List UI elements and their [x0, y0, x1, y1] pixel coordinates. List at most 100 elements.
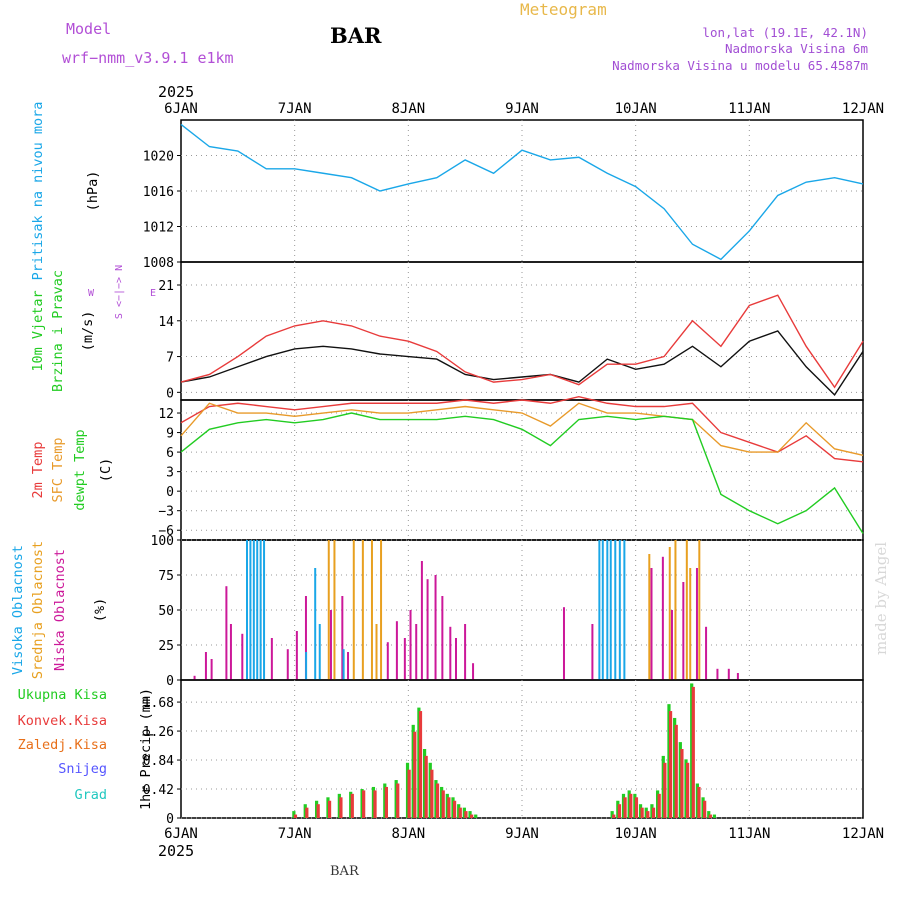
y-tick-label: −3 — [158, 505, 174, 520]
model-name: wrf−nmm_v3.9.1 e1km — [62, 49, 234, 67]
y-tick-label: 1020 — [143, 150, 174, 165]
time-tick-label: 8JAN — [391, 101, 425, 117]
data-bar — [695, 568, 698, 680]
data-bar — [305, 652, 308, 680]
data-bar — [380, 540, 383, 680]
data-bar — [685, 540, 688, 680]
data-bar — [263, 540, 266, 680]
data-bar — [650, 568, 653, 680]
data-bar — [441, 790, 445, 818]
data-bar — [347, 652, 350, 680]
data-bar — [418, 711, 423, 818]
year-label-top: 2025 — [158, 83, 194, 101]
time-tick-label: 12JAN — [842, 826, 884, 842]
data-bar — [441, 596, 444, 680]
data-bar — [339, 797, 343, 818]
data-bar — [256, 540, 259, 680]
data-bar — [661, 556, 664, 680]
data-bar — [314, 568, 317, 680]
data-bar — [670, 610, 673, 680]
model-label: Model — [66, 20, 111, 38]
legend-entry: Zaledj.Kisa — [18, 737, 107, 753]
data-bar — [736, 673, 739, 680]
data-bar — [455, 638, 457, 680]
y-tick-label: 0.84 — [143, 754, 174, 769]
y-axis-label: 2m Temp — [30, 442, 46, 499]
data-bar — [680, 749, 684, 818]
y-tick-label: 1012 — [143, 221, 174, 236]
data-bar — [668, 711, 673, 818]
station-title: BAR — [330, 23, 382, 48]
data-bar — [424, 755, 428, 818]
wind-direction-key: E — [150, 288, 156, 299]
y-tick-label: 0.42 — [143, 783, 174, 798]
data-bar — [350, 793, 354, 818]
data-bar — [606, 540, 609, 680]
y-axis-label: Visoka Oblacnost — [10, 545, 26, 675]
y-axis-label: (C) — [98, 458, 114, 482]
year-label-bottom: 2025 — [158, 842, 194, 860]
y-axis-label: dewpt Temp — [72, 429, 88, 510]
y-tick-label: 0 — [166, 674, 174, 689]
top-time-axis: 6JAN 7JAN 8JAN 9JAN 10JAN 11JAN 12JAN — [164, 101, 884, 117]
cloud-panel: 0 25 50 75 100 Visoka Oblacnost Srednja Oblacn… — [10, 534, 864, 689]
series-line — [180, 330, 864, 396]
data-bar — [464, 624, 467, 680]
data-bar — [686, 762, 690, 818]
y-tick-label: 0 — [166, 386, 174, 401]
credit-label: made by Angel — [872, 542, 890, 655]
data-bar — [270, 638, 273, 680]
data-bar — [413, 731, 417, 818]
data-bar — [327, 540, 330, 680]
data-bar — [362, 790, 366, 818]
data-bar — [409, 610, 412, 680]
y-tick-label: 100 — [151, 534, 174, 549]
y-axis-label: Brzina i Pravac — [50, 270, 66, 392]
data-bar — [690, 683, 694, 818]
data-bar — [304, 596, 307, 680]
legend-entry: Snijeg — [58, 761, 107, 777]
data-bar — [682, 582, 685, 680]
data-bar — [691, 686, 695, 818]
data-bar — [246, 540, 248, 680]
data-bar — [384, 786, 388, 818]
y-axis-label: Pritisak na nivou mora — [30, 102, 46, 281]
data-bar — [663, 762, 667, 818]
time-tick-label: 9JAN — [505, 826, 539, 842]
data-bar — [361, 540, 364, 680]
data-bar — [295, 631, 298, 680]
data-bar — [453, 800, 457, 818]
y-axis-label: SFC Temp — [50, 437, 66, 502]
series-line — [180, 294, 864, 389]
data-bar — [703, 800, 707, 818]
y-axis-label: Srednja Oblacnost — [30, 541, 46, 679]
y-axis-label: (hPa) — [85, 171, 101, 212]
time-tick-label: 11JAN — [728, 826, 770, 842]
y-tick-label: 1.68 — [143, 696, 174, 711]
data-bar — [650, 804, 654, 818]
data-bar — [716, 668, 719, 680]
data-bar — [333, 540, 336, 680]
y-tick-label: 1016 — [143, 185, 174, 200]
data-bar — [464, 811, 468, 818]
data-bar — [259, 540, 262, 680]
data-bar — [316, 804, 320, 818]
data-bar — [470, 814, 474, 818]
data-bar — [293, 814, 298, 818]
series-line — [180, 123, 864, 261]
data-bar — [601, 540, 604, 680]
y-axis-label: 1hr Precip (mm) — [138, 688, 154, 810]
footer-station: BAR — [330, 864, 360, 879]
time-tick-label: 6JAN — [164, 826, 198, 842]
time-tick-label: 6JAN — [164, 101, 198, 117]
data-bar — [609, 540, 612, 680]
data-bar — [634, 797, 639, 818]
time-tick-label: 7JAN — [278, 101, 312, 117]
data-bar — [329, 610, 332, 680]
series-line — [180, 402, 864, 457]
data-bar — [286, 649, 289, 680]
series-line — [180, 412, 864, 534]
time-tick-label: 11JAN — [728, 101, 770, 117]
y-tick-label: 7 — [166, 351, 174, 366]
